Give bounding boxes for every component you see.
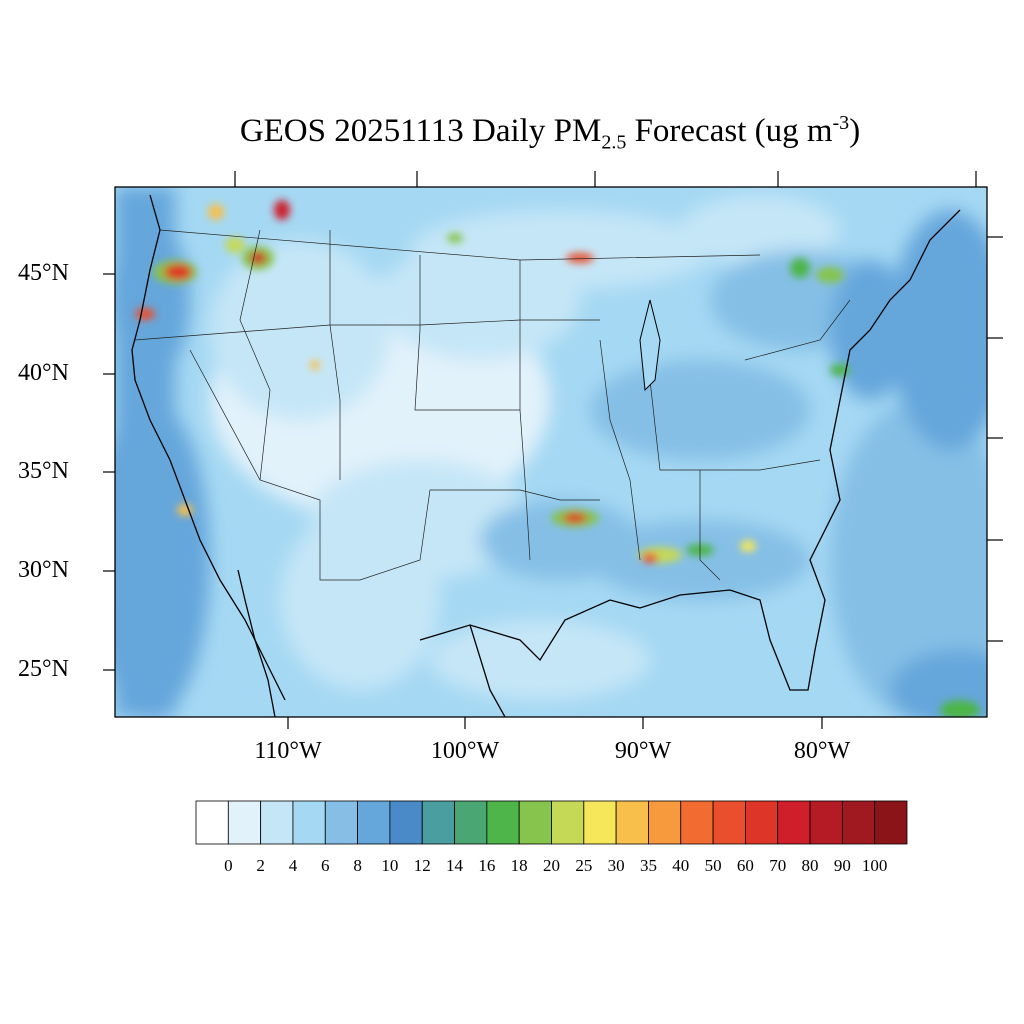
colorbar-label: 60 — [736, 856, 754, 875]
colorbar-bin — [518, 800, 552, 845]
colorbar-bin — [777, 800, 811, 845]
colorbar-label: 6 — [321, 856, 330, 875]
colorbar-bin — [486, 800, 520, 845]
colorbar-label: 10 — [381, 856, 399, 875]
coastlines — [131, 194, 961, 717]
colorbar-label: 4 — [288, 856, 298, 875]
colorbar-label: 25 — [575, 856, 593, 875]
colorbar-bin — [680, 800, 714, 845]
colorbar-label: 18 — [510, 856, 528, 875]
colorbar-label: 8 — [353, 856, 362, 875]
colorbar-bin — [648, 800, 682, 845]
colorbar-label: 90 — [833, 856, 851, 875]
colorbar-label: 0 — [224, 856, 233, 875]
colorbar-label: 50 — [704, 856, 722, 875]
colorbar — [195, 800, 908, 845]
lon-label: 90°W — [614, 738, 672, 764]
colorbar-bin — [324, 800, 358, 845]
lat-label: 30°N — [18, 557, 69, 583]
colorbar-label: 70 — [769, 856, 787, 875]
colorbar-bin — [745, 800, 779, 845]
map-title: GEOS 20251113 Daily PM2.5 Forecast (ug m… — [239, 112, 861, 154]
axis-ticks — [103, 171, 1003, 729]
colorbar-label: 35 — [639, 856, 657, 875]
colorbar-label: 2 — [256, 856, 265, 875]
colorbar-bin — [454, 800, 488, 845]
colorbar-bin — [421, 800, 455, 845]
lat-label: 40°N — [18, 360, 69, 386]
colorbar-bin — [712, 800, 746, 845]
colorbar-label: 12 — [413, 856, 431, 875]
colorbar-bin — [841, 800, 876, 845]
map-frame — [114, 186, 988, 718]
lon-label: 80°W — [793, 738, 851, 764]
colorbar-label: 16 — [478, 856, 496, 875]
colorbar-label: 40 — [672, 856, 690, 875]
colorbar-bin — [615, 800, 649, 845]
colorbar-label: 80 — [801, 856, 819, 875]
lon-label: 110°W — [254, 738, 322, 764]
state-borders — [134, 229, 851, 581]
colorbar-label: 20 — [543, 856, 560, 875]
colorbar-bin — [389, 800, 423, 845]
lon-label: 100°W — [430, 738, 500, 764]
forecast-field — [115, 187, 987, 717]
colorbar-bin — [195, 800, 229, 845]
colorbar-label: 100 — [861, 856, 888, 875]
lat-label: 25°N — [18, 656, 69, 682]
colorbar-bin — [583, 800, 617, 845]
colorbar-bin — [809, 800, 843, 845]
colorbar-label: 14 — [446, 856, 464, 875]
lat-label: 45°N — [18, 260, 69, 286]
colorbar-bin — [260, 800, 294, 845]
lat-label: 35°N — [18, 458, 69, 484]
colorbar-bin — [874, 800, 908, 845]
colorbar-bin — [292, 800, 326, 845]
colorbar-bin — [227, 800, 262, 845]
colorbar-label: 30 — [607, 856, 625, 875]
colorbar-bin — [551, 800, 585, 845]
colorbar-bin — [357, 800, 391, 845]
pollution-hotspots — [135, 200, 980, 717]
